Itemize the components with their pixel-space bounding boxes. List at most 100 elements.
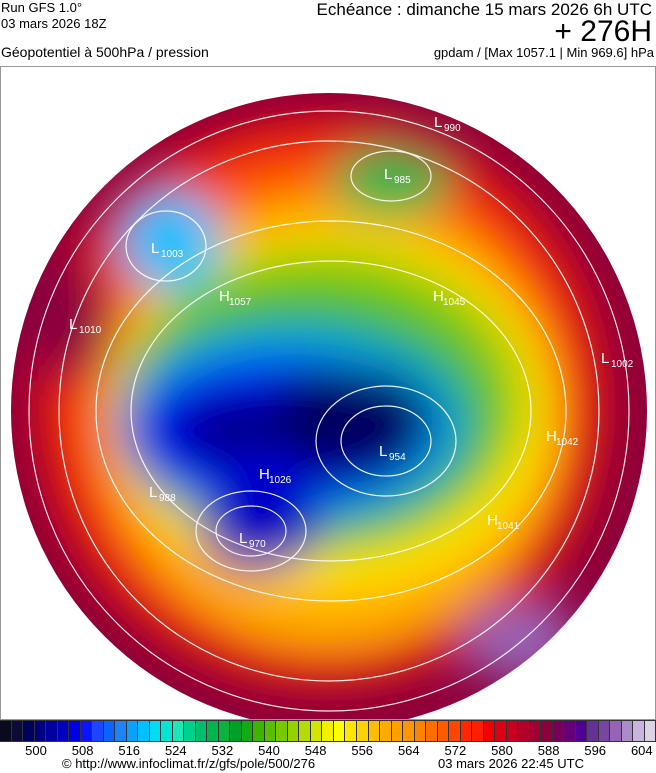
colorbar-cell bbox=[403, 720, 415, 742]
pressure-center-symbol: L bbox=[434, 114, 442, 131]
colorbar-cell bbox=[241, 720, 254, 742]
colorbar-cell bbox=[483, 720, 496, 742]
colorbar-cell bbox=[529, 720, 542, 742]
field-title: Géopotentiel à 500hPa / pression bbox=[1, 44, 209, 60]
forecast-valid-time: Echéance : dimanche 15 mars 2026 6h UTC bbox=[316, 0, 652, 19]
colorbar-cell bbox=[472, 720, 484, 742]
pressure-center-symbol: H bbox=[259, 466, 270, 483]
colorbar-cell bbox=[426, 720, 438, 742]
colorbar-cell bbox=[149, 720, 162, 742]
colorbar-cell bbox=[552, 720, 565, 742]
colorbar-cell bbox=[345, 720, 357, 742]
colorbar-cell bbox=[161, 720, 173, 742]
colorbar-cell bbox=[23, 720, 35, 742]
colorbar-tick: 580 bbox=[491, 743, 513, 758]
colorbar-cell bbox=[57, 720, 70, 742]
pressure-center-value: 990 bbox=[444, 123, 461, 134]
colorbar-cell bbox=[460, 720, 473, 742]
colorbar-cell bbox=[587, 720, 599, 742]
colorbar-tick: 532 bbox=[211, 743, 234, 758]
pressure-center-symbol: L bbox=[601, 350, 609, 367]
colorbar-cell bbox=[621, 720, 634, 742]
colorbar-cell bbox=[380, 720, 392, 742]
colorbar-cell bbox=[230, 720, 242, 742]
colorbar-cell bbox=[506, 720, 519, 742]
colorbar-cell bbox=[46, 720, 58, 742]
colorbar-tick: 540 bbox=[258, 743, 280, 758]
colorbar-tick: 508 bbox=[71, 743, 94, 758]
colorbar-cell bbox=[391, 720, 404, 742]
colorbar-cell bbox=[414, 720, 427, 742]
pressure-center-value: 970 bbox=[249, 539, 266, 550]
colorbar-cell bbox=[195, 720, 208, 742]
generated-time: 03 mars 2026 22:45 UTC bbox=[438, 756, 584, 771]
colorbar-cell bbox=[322, 720, 334, 742]
colorbar-cell bbox=[333, 720, 346, 742]
pressure-center-value: 1045 bbox=[443, 297, 466, 308]
colorbar-cell bbox=[356, 720, 369, 742]
pressure-center-symbol: L bbox=[149, 484, 157, 501]
colorbar-cell bbox=[138, 720, 150, 742]
colorbar-cell bbox=[644, 720, 656, 742]
colorbar-cell bbox=[598, 720, 611, 742]
pressure-center-symbol: L bbox=[69, 316, 77, 333]
colorbar-cell bbox=[172, 720, 185, 742]
lead-time: + 276H bbox=[554, 15, 652, 48]
pressure-center-value: 1042 bbox=[556, 437, 579, 448]
pressure-center-symbol: H bbox=[433, 288, 444, 305]
colorbar-cell bbox=[495, 720, 507, 742]
colorbar-cell bbox=[103, 720, 116, 742]
colorbar-cell bbox=[610, 720, 622, 742]
pressure-center-symbol: L bbox=[239, 530, 247, 547]
pressure-center-symbol: L bbox=[379, 443, 387, 460]
colorbar-cell bbox=[287, 720, 300, 742]
colorbar-tick: 516 bbox=[118, 743, 141, 758]
colorbar-cell bbox=[310, 720, 323, 742]
colorbar-cell bbox=[207, 720, 219, 742]
pressure-center-symbol: L bbox=[384, 166, 392, 183]
colorbar-tick: 588 bbox=[537, 743, 560, 758]
colorbar-tick: 500 bbox=[25, 743, 47, 758]
copyright: © http://www.infoclimat.fr/z/gfs/pole/50… bbox=[62, 756, 316, 771]
colorbar-cell bbox=[564, 720, 576, 742]
colorbar-cell bbox=[633, 720, 645, 742]
pressure-center-value: 985 bbox=[394, 175, 411, 186]
colorbar-tick: 572 bbox=[444, 743, 467, 758]
pressure-center-value: 988 bbox=[159, 493, 176, 504]
colorbar-cell bbox=[34, 720, 47, 742]
pressure-center-symbol: L bbox=[151, 240, 159, 257]
polar-map: L 990 L 985 L 1003 H 1057 H 1045 L 1010 L 1002 L 954 H 10… bbox=[0, 66, 656, 720]
pressure-center-value: 1003 bbox=[161, 249, 184, 260]
colorbar-cell bbox=[264, 720, 277, 742]
pressure-center-symbol: H bbox=[219, 288, 230, 305]
run-label: Run GFS 1.0° bbox=[1, 0, 83, 15]
colorbar-cell bbox=[115, 720, 127, 742]
pressure-center-value: 1041 bbox=[497, 521, 520, 532]
units-range: gpdam / [Max 1057.1 | Min 969.6] hPa bbox=[433, 45, 654, 60]
colorbar-tick: 548 bbox=[304, 743, 327, 758]
colorbar-cell bbox=[518, 720, 530, 742]
colorbar-cell bbox=[80, 720, 93, 742]
pressure-center-symbol: H bbox=[487, 512, 498, 529]
pressure-center-value: 1026 bbox=[269, 475, 292, 486]
colorbar-cell bbox=[276, 720, 288, 742]
colorbar-tick: 596 bbox=[584, 743, 607, 758]
colorbar-cell bbox=[126, 720, 139, 742]
colorbar-cell bbox=[92, 720, 104, 742]
colorbar-cell bbox=[11, 720, 24, 742]
colorbar-tick: 564 bbox=[397, 743, 420, 758]
colorbar-cell bbox=[218, 720, 231, 742]
colorbar-tick: 604 bbox=[630, 743, 653, 758]
colorbar-cell bbox=[0, 720, 12, 742]
pressure-center-value: 1002 bbox=[611, 359, 634, 370]
colorbar-cell bbox=[575, 720, 588, 742]
colorbar-tick: 556 bbox=[351, 743, 374, 758]
colorbar-cell bbox=[69, 720, 81, 742]
isobars bbox=[28, 110, 630, 712]
colorbar-cell bbox=[541, 720, 553, 742]
colorbar-cell bbox=[184, 720, 196, 742]
colorbar-cell bbox=[299, 720, 311, 742]
colorbar-cell bbox=[368, 720, 381, 742]
pressure-center-value: 954 bbox=[389, 452, 406, 463]
